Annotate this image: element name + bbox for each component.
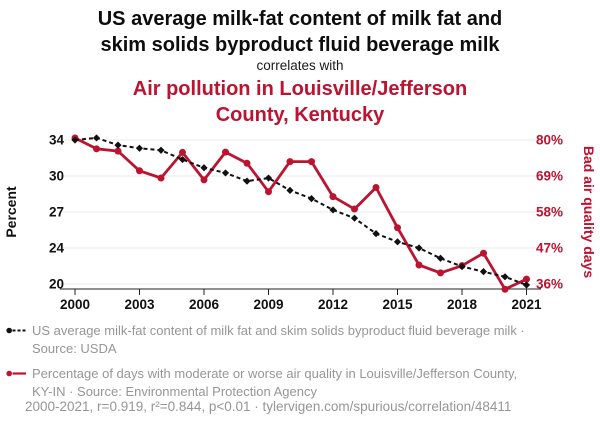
y-axis-title-right: Bad air quality days [581,146,597,278]
x-axis-tick-label: 2003 [124,297,155,312]
y-axis-tick-label-right: 58% [536,205,563,220]
air-quality-point [136,167,143,175]
air-quality-point [286,158,294,166]
air-quality-point [308,158,315,166]
chart-svg: 34 80% 30 69% 27 58% 24 47% 20 36% 2000 2003 2006 200… [3,133,597,313]
milk-fat-point [458,262,466,271]
air-quality-point [501,285,509,293]
x-axis-tick-label: 2021 [511,297,542,312]
air-quality-point [93,145,100,153]
legend-label-air-quality: Percentage of days with moderate or wors… [32,366,518,399]
milk-fat-point [415,244,423,252]
red-solid-line-dot-icon [6,370,26,377]
y-axis-tick-label-left: 24 [49,241,65,256]
milk-fat-point [71,136,79,144]
air-quality-point [351,205,358,213]
air-quality-point [243,159,251,167]
milk-fat-point [329,206,337,214]
milk-fat-point [501,273,509,281]
milk-fat-point [479,268,488,276]
black-dashed-line-dot-icon [6,327,26,334]
y-axis-tick-label-left: 27 [49,205,64,220]
y-axis-tick-label-right: 69% [536,169,563,184]
milk-fat-point [286,186,294,194]
y-axis-tick-label-left: 34 [49,133,65,148]
chart-legend: US average milk-fat content of milk fat … [6,322,592,408]
x-axis-tick-label: 2006 [189,297,220,312]
milk-fat-point [135,144,144,152]
milk-fat-point [92,134,101,142]
air-quality-point [157,174,165,182]
y-axis-tick-label-right: 36% [536,277,563,292]
air-quality-point [222,148,229,156]
y-axis-title-left: Percent [3,186,19,238]
chart-title: US average milk-fat content of milk fat … [97,8,503,57]
x-axis-tick-label: 2009 [253,297,283,312]
air-quality-point [523,275,530,283]
chart-subtitle: Air pollution in Louisville/Jefferson Co… [132,78,468,126]
milk-fat-point [436,254,445,262]
legend-item-air-quality: Percentage of days with moderate or wors… [6,365,592,400]
x-axis-tick-label: 2015 [382,297,413,312]
milk-fat-point [393,238,402,246]
x-axis-tick-label: 2012 [318,297,348,312]
milk-fat-point [372,230,380,238]
correlates-with-label: correlates with [256,58,344,73]
legend-label-milk-fat: US average milk-fat content of milk fat … [32,323,525,356]
air-quality-point [265,188,272,196]
chart-area: 34 80% 30 69% 27 58% 24 47% 20 36% 2000 2003 2006 200… [0,125,600,320]
milk-fat-point [157,146,165,154]
y-axis-tick-label-right: 47% [536,241,563,256]
air-quality-point [394,224,401,232]
x-axis-tick-label: 2018 [447,297,478,312]
y-axis-tick-label-right: 80% [536,133,563,148]
milk-fat-point [221,169,230,177]
milk-fat-point [350,214,359,222]
air-quality-point [200,176,208,184]
milk-fat-point [243,177,251,185]
legend-item-milk-fat: US average milk-fat content of milk fat … [6,322,592,357]
milk-fat-point [264,174,273,182]
milk-fat-point [114,141,122,149]
air-quality-point [114,147,122,155]
y-axis-tick-label-left: 20 [49,277,64,292]
air-quality-line [74,136,528,291]
air-quality-point [480,249,487,257]
air-quality-point [329,193,337,201]
air-quality-point [437,269,444,277]
milk-fat-point [307,195,316,203]
milk-fat-point [200,164,208,172]
y-axis-tick-label-left: 30 [49,169,64,184]
x-axis-tick-label: 2000 [60,297,90,312]
air-quality-point [415,261,423,269]
milk-fat-line [74,136,527,286]
air-quality-point [179,148,186,156]
footer-citation: 2000-2021, r=0.919, r²=0.844, p<0.01 · t… [25,399,512,414]
milk-fat-point [522,281,531,289]
milk-fat-point [178,155,187,164]
air-quality-point [372,183,380,191]
